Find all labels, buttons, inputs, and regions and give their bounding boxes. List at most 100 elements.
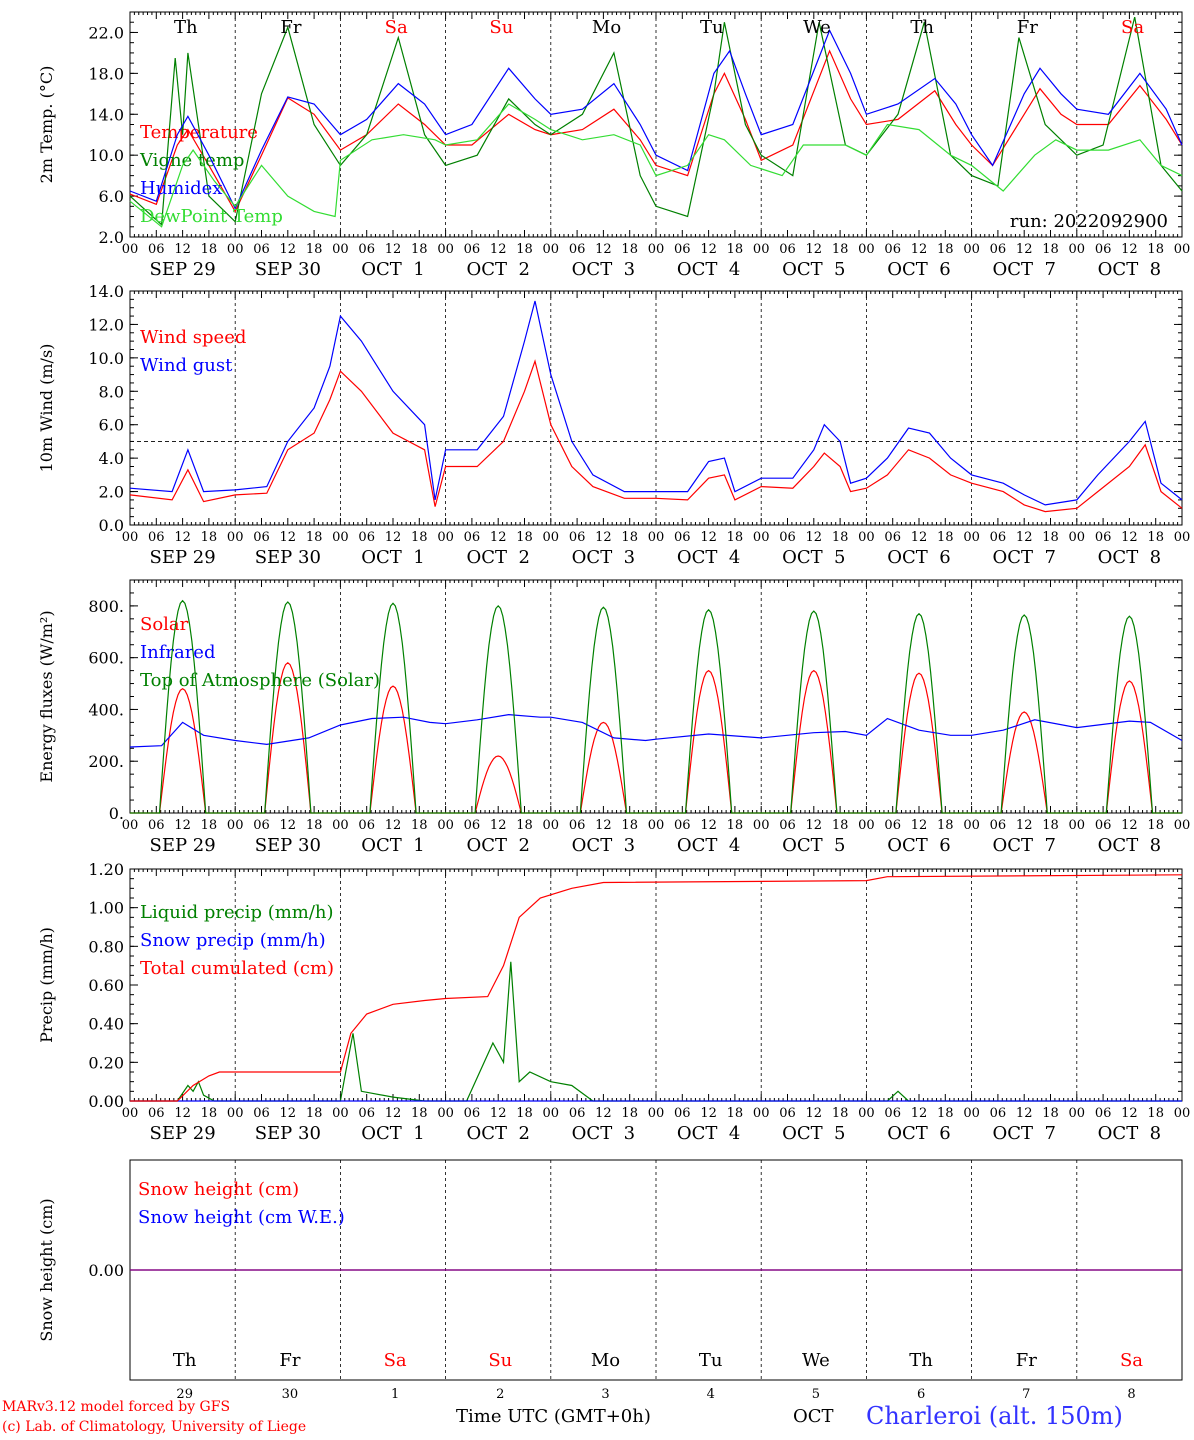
hour-tick-label: 12 bbox=[280, 242, 297, 257]
hour-tick-label: 00 bbox=[122, 242, 139, 257]
hour-tick-label: 18 bbox=[1147, 818, 1164, 833]
hour-tick-label: 00 bbox=[332, 242, 349, 257]
hour-tick-label: 18 bbox=[516, 818, 533, 833]
hour-tick-label: 12 bbox=[490, 242, 507, 257]
hour-tick-label: 00 bbox=[437, 1106, 454, 1121]
y-tick-label: 0.40 bbox=[88, 1015, 124, 1034]
hour-tick-label: 06 bbox=[1095, 242, 1112, 257]
hour-tick-label: 12 bbox=[1016, 530, 1033, 545]
legend-entry: Solar bbox=[140, 614, 189, 635]
legend-entry: Wind gust bbox=[140, 355, 233, 376]
date-label: OCT 3 bbox=[572, 259, 635, 280]
legend-entry: Snow precip (mm/h) bbox=[140, 930, 326, 951]
hour-tick-label: 18 bbox=[201, 818, 218, 833]
day-name: Sa bbox=[385, 17, 408, 38]
date-label: OCT 6 bbox=[887, 1123, 950, 1144]
hour-tick-label: 06 bbox=[464, 242, 481, 257]
hour-tick-label: 18 bbox=[832, 242, 849, 257]
hour-tick-label: 06 bbox=[674, 1106, 691, 1121]
hour-tick-label: 00 bbox=[963, 1106, 980, 1121]
hour-tick-label: 18 bbox=[727, 530, 744, 545]
hour-tick-label: 12 bbox=[1121, 242, 1138, 257]
hour-tick-label: 18 bbox=[832, 818, 849, 833]
legend-entry: DewPoint Temp bbox=[140, 206, 283, 227]
date-label: SEP 29 bbox=[149, 835, 215, 856]
panel-2: 00 06 12 18 SEP 29 00 06 12 18 SEP 30 00 06 12 18 OCT … bbox=[37, 282, 1190, 568]
y-tick-label: 0.20 bbox=[88, 1053, 124, 1072]
day-name: Th bbox=[909, 1350, 933, 1371]
hour-tick-label: 00 bbox=[648, 530, 665, 545]
y-tick-label: 10.0 bbox=[88, 349, 124, 368]
day-name: Th bbox=[910, 17, 934, 38]
hour-tick-label: 12 bbox=[280, 818, 297, 833]
date-label: OCT 8 bbox=[1098, 547, 1161, 568]
day-name: Th bbox=[174, 17, 198, 38]
y-tick-label: 2.0 bbox=[99, 228, 124, 247]
hour-tick-label: 06 bbox=[1095, 530, 1112, 545]
legend-entry: Top of Atmosphere (Solar) bbox=[140, 670, 380, 691]
hour-tick-label: 00 bbox=[753, 530, 770, 545]
hour-tick-label: 18 bbox=[727, 242, 744, 257]
hour-tick-label: 12 bbox=[174, 818, 191, 833]
day-name: Mo bbox=[591, 1350, 620, 1371]
y-tick-label: 600. bbox=[88, 649, 124, 668]
legend-entry: Vigne temp bbox=[139, 150, 244, 171]
date-label: OCT 7 bbox=[992, 259, 1055, 280]
hour-tick-label: 06 bbox=[1095, 818, 1112, 833]
hour-tick-label: 00 bbox=[227, 818, 244, 833]
hour-tick-label: 18 bbox=[1147, 530, 1164, 545]
hour-tick-label: 00 bbox=[543, 242, 560, 257]
hour-tick-label: 00 bbox=[858, 530, 875, 545]
hour-tick-label: 12 bbox=[490, 530, 507, 545]
date-label: OCT 7 bbox=[992, 835, 1055, 856]
hour-tick-label: 06 bbox=[779, 1106, 796, 1121]
hour-tick-label: 06 bbox=[990, 818, 1007, 833]
hour-tick-label: 12 bbox=[806, 1106, 823, 1121]
hour-tick-label: 18 bbox=[516, 1106, 533, 1121]
hour-tick-label: 00 bbox=[963, 242, 980, 257]
date-label: SEP 29 bbox=[149, 1123, 215, 1144]
panel-3: 00 06 12 18 SEP 29 00 06 12 18 SEP 30 00 06 12 18 OCT … bbox=[37, 579, 1190, 856]
hour-tick-label: 00 bbox=[1069, 1106, 1086, 1121]
hour-tick-label: 06 bbox=[990, 1106, 1007, 1121]
series-line-dewpoint-temp bbox=[129, 103, 1183, 228]
run-label: run: 2022092900 bbox=[1010, 211, 1168, 232]
hour-tick-label: 06 bbox=[990, 242, 1007, 257]
day-name: Tu bbox=[700, 17, 724, 38]
hour-tick-label: 12 bbox=[280, 530, 297, 545]
date-label: OCT 5 bbox=[782, 259, 845, 280]
hour-tick-label: 12 bbox=[911, 242, 928, 257]
hour-tick-label: 00 bbox=[227, 530, 244, 545]
date-label: OCT 5 bbox=[782, 547, 845, 568]
hour-tick-label: 00 bbox=[963, 818, 980, 833]
y-tick-label: 0.80 bbox=[88, 937, 124, 956]
day-number: 5 bbox=[812, 1387, 820, 1402]
hour-tick-label: 18 bbox=[937, 242, 954, 257]
day-number: 2 bbox=[496, 1387, 504, 1402]
hour-tick-label: 18 bbox=[306, 530, 323, 545]
date-label: OCT 5 bbox=[782, 835, 845, 856]
y-axis-label: Snow height (cm) bbox=[37, 1198, 56, 1341]
legend-entry: Liquid precip (mm/h) bbox=[140, 902, 334, 923]
hour-tick-label: 00 bbox=[1069, 530, 1086, 545]
hour-tick-label: 12 bbox=[490, 1106, 507, 1121]
y-tick-label: 4.0 bbox=[99, 449, 124, 468]
y-axis-label: Energy fluxes (W/m²) bbox=[37, 610, 56, 782]
hour-tick-label: 06 bbox=[674, 530, 691, 545]
date-label: OCT 3 bbox=[572, 547, 635, 568]
hour-tick-label: 06 bbox=[884, 1106, 901, 1121]
hour-tick-label: 00 bbox=[122, 530, 139, 545]
y-tick-label: 800. bbox=[88, 597, 124, 616]
hour-tick-label: 00 bbox=[963, 530, 980, 545]
hour-tick-label: 12 bbox=[700, 818, 717, 833]
hour-tick-label: 06 bbox=[148, 242, 165, 257]
hour-tick-label: 12 bbox=[1121, 818, 1138, 833]
series-line-wind-gust bbox=[129, 300, 1183, 506]
hour-tick-label: 18 bbox=[516, 242, 533, 257]
date-label: OCT 5 bbox=[782, 1123, 845, 1144]
hour-tick-label: 18 bbox=[937, 1106, 954, 1121]
hour-tick-label: 06 bbox=[884, 818, 901, 833]
day-number: 4 bbox=[707, 1387, 715, 1402]
hour-tick-label: 00 bbox=[122, 818, 139, 833]
hour-tick-label: 00 bbox=[648, 242, 665, 257]
